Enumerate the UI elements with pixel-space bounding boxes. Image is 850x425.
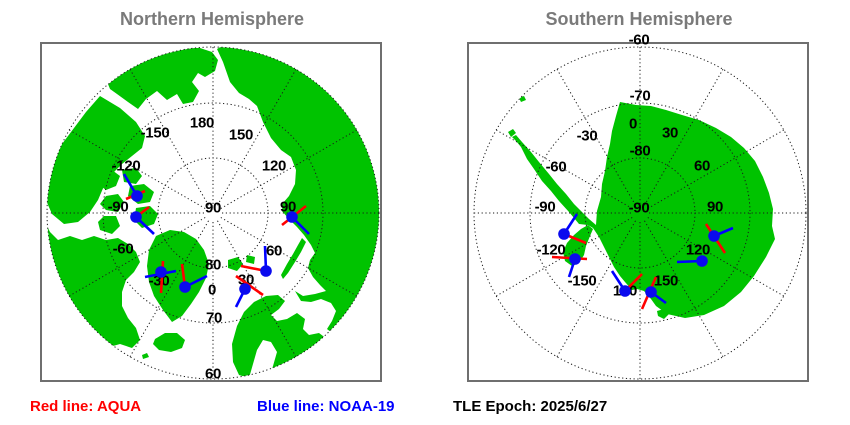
graticule-label: 150 xyxy=(654,273,678,290)
graticule-label: -90 xyxy=(535,199,556,216)
landmass xyxy=(228,257,243,271)
legend-blue-noaa19: Blue line: NOAA-19 xyxy=(257,398,395,415)
landmass xyxy=(147,230,209,322)
satellite-dot xyxy=(558,228,570,240)
graticule-label: -80 xyxy=(630,143,651,160)
landmass xyxy=(153,333,185,352)
graticule xyxy=(46,46,380,380)
graticule-labels: 180-150 150-120 120-90 90 90-60 60-30 30800706… xyxy=(108,115,297,383)
satellite-dot xyxy=(619,285,631,297)
landmasses xyxy=(47,47,379,379)
graticule-label: 60 xyxy=(266,243,282,260)
graticule-label: -120 xyxy=(112,158,141,175)
north-map-title: Northern Hemisphere xyxy=(119,9,305,29)
landmass xyxy=(108,48,218,109)
north-map-svg: 180-150 150-120 120-90 90 90-60 60-30 30800706… xyxy=(46,46,380,383)
graticule-label: -120 xyxy=(537,242,566,259)
south-map-title: Southern Hemisphere xyxy=(545,9,733,29)
graticule-label: 180 xyxy=(190,115,214,132)
latitude-ring xyxy=(157,157,269,269)
landmass xyxy=(98,170,120,190)
graticule-label: -150 xyxy=(141,125,170,142)
satellite-markers xyxy=(551,213,734,310)
graticule-label: -30 xyxy=(577,128,598,145)
satellite-dot xyxy=(286,211,298,223)
landmass xyxy=(98,216,120,234)
projection-boundary xyxy=(46,46,380,380)
satellite-dot xyxy=(155,266,167,278)
satellite-dot xyxy=(569,253,581,265)
graticule-label: 120 xyxy=(686,242,710,259)
graticule-label: 120 xyxy=(262,158,286,175)
south-map-svg: -60 -70 0 30 -30 -80 60 -60 -90 90 -90 120 -120 150 -1… xyxy=(473,32,807,380)
tle-epoch-text: TLE Epoch: 2025/6/27 xyxy=(453,398,608,415)
latitude-ring xyxy=(102,102,324,324)
graticule-label: -90 xyxy=(108,199,129,216)
landmass xyxy=(232,295,331,379)
latitude-ring xyxy=(584,157,696,269)
graticule-label: 0 xyxy=(629,116,637,133)
graticule-label: 150 xyxy=(229,127,253,144)
graticule-label: -150 xyxy=(568,273,597,290)
graticule-label: -60 xyxy=(113,241,134,258)
graticule xyxy=(473,46,807,380)
landmass xyxy=(512,102,775,318)
projection-boundary xyxy=(473,46,807,380)
satellite-dot xyxy=(130,211,142,223)
landmass xyxy=(142,353,149,359)
legend-red-aqua: Red line: AQUA xyxy=(30,398,142,415)
landmass xyxy=(657,309,669,319)
satellite-dot xyxy=(131,190,143,202)
landmass xyxy=(508,129,516,137)
graticule-label: 60 xyxy=(205,366,221,383)
landmass xyxy=(47,96,145,224)
landmass xyxy=(47,220,140,348)
graticule-label: 90 xyxy=(205,200,221,217)
graticule-label: 70 xyxy=(206,310,222,327)
satellite-dot xyxy=(696,255,708,267)
landmass xyxy=(246,255,255,264)
southern-hemisphere-map: -60 -70 0 30 -30 -80 60 -60 -90 90 -90 120 -120 150 -1… xyxy=(467,32,809,382)
satellite-dot xyxy=(645,286,657,298)
satellite-markers xyxy=(122,173,310,308)
graticule-label: -60 xyxy=(629,32,650,49)
landmass xyxy=(519,96,526,102)
northern-hemisphere-map: 180 -150 150 -120 120 -90 90 90 -60 60 -30 30 80 0 70 6… xyxy=(40,42,382,383)
graticule-label: 0 xyxy=(208,282,216,299)
graticule-label: 30 xyxy=(662,125,678,142)
satellite-dot xyxy=(260,265,272,277)
graticule-label: -60 xyxy=(546,159,567,176)
graticule-label: 90 xyxy=(707,199,723,216)
landmass xyxy=(100,194,124,212)
graticule-label: 80 xyxy=(205,257,221,274)
graticule-label: -30 xyxy=(149,273,170,290)
satellite-dot xyxy=(708,230,720,242)
latitude-ring xyxy=(529,102,751,324)
satellite-dot xyxy=(239,283,251,295)
graticule-label: -90 xyxy=(629,200,650,217)
graticule-label: 60 xyxy=(694,158,710,175)
satellite-dot xyxy=(179,281,191,293)
graticule-label: -70 xyxy=(630,88,651,105)
landmass xyxy=(281,238,306,279)
